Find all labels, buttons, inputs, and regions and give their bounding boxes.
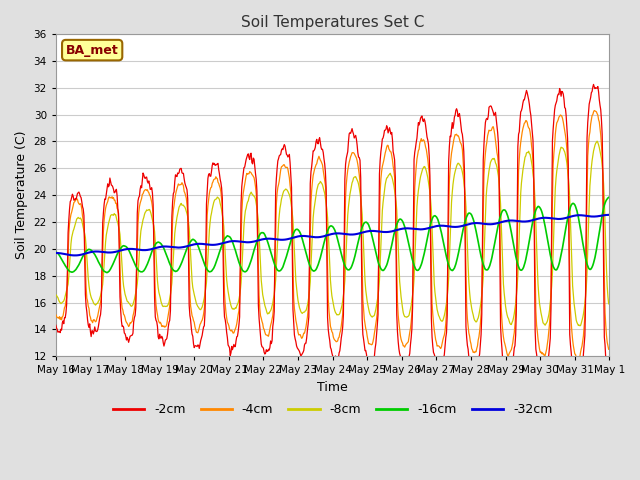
X-axis label: Time: Time: [317, 381, 348, 394]
Legend: -2cm, -4cm, -8cm, -16cm, -32cm: -2cm, -4cm, -8cm, -16cm, -32cm: [108, 398, 557, 421]
Text: BA_met: BA_met: [66, 44, 118, 57]
Title: Soil Temperatures Set C: Soil Temperatures Set C: [241, 15, 424, 30]
Y-axis label: Soil Temperature (C): Soil Temperature (C): [15, 131, 28, 259]
